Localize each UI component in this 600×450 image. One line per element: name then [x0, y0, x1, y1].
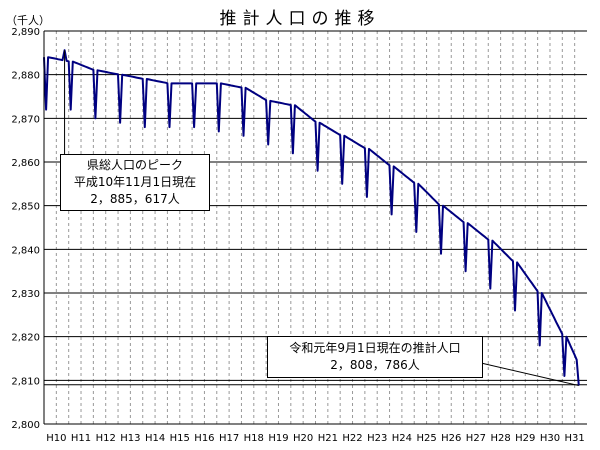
y-axis-unit: （千人）: [6, 14, 50, 27]
x-tick-label: H10: [46, 433, 66, 444]
annotation-pointers: [64, 50, 579, 387]
annotation-current-line-2: 2，808，786人: [330, 358, 420, 372]
chart-title: 推計人口の推移: [219, 9, 381, 29]
y-tick-label: 2,890: [11, 27, 40, 38]
x-tick-label: H16: [194, 433, 214, 444]
annotation-peak-line-2: 平成10年11月1日現在: [73, 175, 197, 189]
annotation-peak-line-3: 2，885，617人: [90, 192, 180, 206]
x-tick-label: H18: [244, 433, 264, 444]
x-tick-label: H11: [71, 433, 91, 444]
annotation-peak: 県総人口のピーク 平成10年11月1日現在 2，885，617人: [60, 154, 210, 211]
y-tick-label: 2,810: [11, 376, 40, 387]
y-tick-label: 2,870: [11, 114, 40, 125]
x-tick-label: H13: [120, 433, 140, 444]
x-tick-label: H15: [170, 433, 190, 444]
y-tick-label: 2,880: [11, 71, 40, 82]
x-tick-label: H29: [515, 433, 535, 444]
x-tick-label: H28: [490, 433, 510, 444]
x-tick-label: H24: [392, 433, 412, 444]
x-tick-label: H17: [219, 433, 239, 444]
annotation-current: 令和元年9月1日現在の推計人口 2，808，786人: [267, 336, 483, 378]
x-tick-labels: H10 H11 H12 H13 H14 H15 H16 H17 H18 H19 H20 H21 H22 H…: [46, 433, 585, 444]
y-tick-label: 2,820: [11, 333, 40, 344]
series-layer: [43, 49, 580, 386]
x-tick-label: H12: [96, 433, 116, 444]
x-tick-label: H14: [145, 433, 165, 444]
y-tick-label: 2,850: [11, 202, 40, 213]
annotation-current-pointer: [480, 362, 579, 387]
x-tick-label: H27: [466, 433, 486, 444]
y-tick-label: 2,800: [11, 420, 40, 431]
y-tick-label: 2,840: [11, 245, 40, 256]
x-tick-label: H25: [416, 433, 436, 444]
x-tick-label: H19: [268, 433, 288, 444]
population-series-line: [43, 49, 580, 386]
y-tick-label: 2,830: [11, 289, 40, 300]
x-tick-label: H21: [318, 433, 338, 444]
y-tick-labels: 2,800 2,810 2,820 2,830 2,840 2,850 2,860 2,870…: [11, 27, 40, 431]
x-tick-label: H31: [565, 433, 585, 444]
y-tick-label: 2,860: [11, 158, 40, 169]
x-tick-label: H23: [367, 433, 387, 444]
x-tick-label: H20: [293, 433, 313, 444]
axes: [43, 31, 587, 425]
x-tick-label: H30: [540, 433, 560, 444]
x-tick-label: H22: [342, 433, 362, 444]
annotation-current-line-1: 令和元年9月1日現在の推計人口: [289, 341, 461, 355]
annotation-peak-line-1: 県総人口のピーク: [86, 158, 183, 172]
x-tick-label: H26: [441, 433, 461, 444]
